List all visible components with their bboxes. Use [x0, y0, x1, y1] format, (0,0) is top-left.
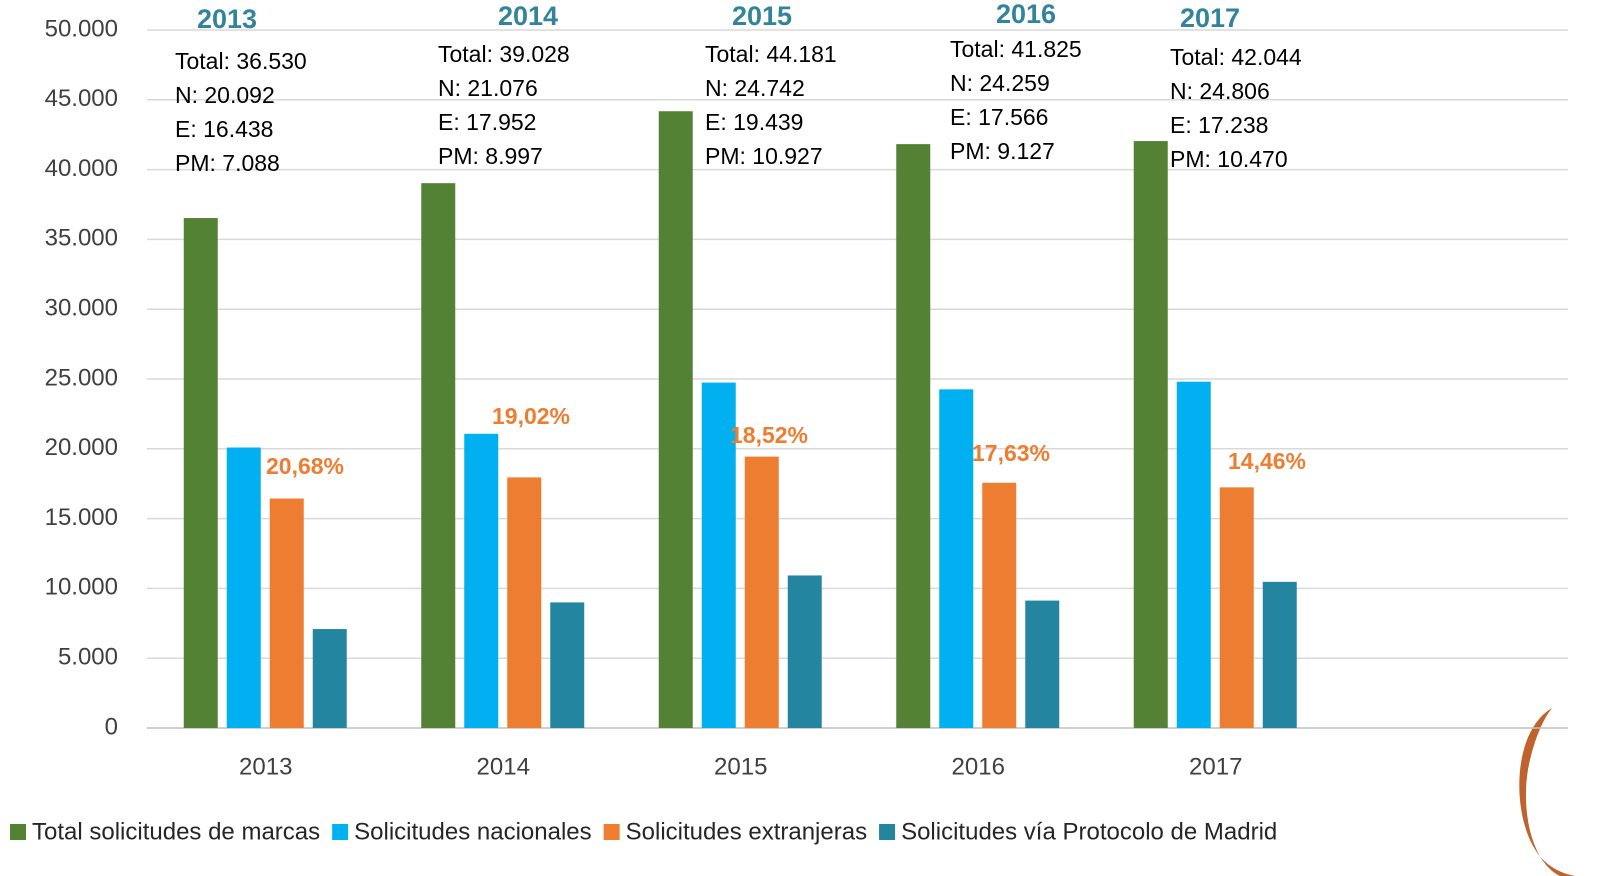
annotation-line: PM: 9.127: [950, 138, 1055, 164]
year-label: 2017: [1180, 3, 1240, 33]
y-tick-label: 20.000: [45, 434, 118, 461]
bar: [1176, 381, 1211, 728]
percent-label: 19,02%: [492, 403, 570, 429]
x-tick-label: 2014: [477, 753, 530, 780]
annotation-line: Total: 39.028: [438, 41, 570, 67]
annotation-line: PM: 7.088: [175, 150, 280, 176]
y-tick-label: 30.000: [45, 295, 118, 322]
annotation-line: E: 16.438: [175, 116, 273, 142]
legend-swatch: [332, 824, 349, 840]
annotation-line: Total: 41.825: [950, 36, 1082, 62]
bar: [744, 456, 779, 728]
annotation-line: N: 24.806: [1170, 78, 1270, 104]
y-tick-label: 35.000: [45, 225, 118, 252]
year-label: 2016: [996, 0, 1056, 29]
percent-label: 20,68%: [266, 453, 344, 479]
annotation-line: E: 19.439: [705, 109, 803, 135]
legend-swatch: [603, 824, 620, 840]
x-tick-label: 2015: [714, 753, 767, 780]
bar: [550, 602, 585, 728]
bar: [701, 382, 736, 728]
bar: [507, 477, 542, 728]
annotation-line: Total: 36.530: [175, 48, 307, 74]
y-tick-label: 25.000: [45, 364, 118, 391]
annotation-line: N: 24.742: [705, 75, 805, 101]
bar: [982, 482, 1017, 728]
year-label: 2015: [732, 1, 792, 31]
legend-label: Total solicitudes de marcas: [32, 818, 320, 845]
bar: [183, 218, 218, 728]
bar: [226, 447, 261, 728]
annotation-line: E: 17.566: [950, 104, 1048, 130]
annotation-line: Total: 44.181: [705, 41, 837, 67]
bar: [658, 111, 693, 729]
bar: [1133, 141, 1168, 728]
year-label: 2014: [498, 1, 558, 31]
bar: [421, 183, 456, 728]
x-tick-label: 2016: [952, 753, 1005, 780]
bar: [896, 144, 931, 729]
legend: Total solicitudes de marcas Solicitudes n…: [10, 818, 1277, 845]
annotation-line: Total: 42.044: [1170, 44, 1302, 70]
bar: [787, 575, 822, 728]
y-tick-label: 45.000: [45, 85, 118, 112]
bar: [1219, 487, 1254, 728]
annotation-line: N: 21.076: [438, 75, 538, 101]
bar: [464, 433, 499, 728]
percent-label: 18,52%: [730, 422, 808, 448]
legend-label: Solicitudes nacionales: [354, 818, 591, 845]
percent-label: 14,46%: [1228, 448, 1306, 474]
y-tick-label: 10.000: [45, 574, 118, 601]
legend-label: Solicitudes vía Protocolo de Madrid: [901, 818, 1277, 845]
x-tick-label: 2017: [1189, 753, 1242, 780]
annotation-line: PM: 10.470: [1170, 146, 1288, 172]
annotation-line: N: 24.259: [950, 70, 1050, 96]
y-tick-label: 15.000: [45, 504, 118, 531]
y-tick-label: 5.000: [58, 644, 118, 671]
bar: [269, 498, 304, 728]
x-tick-label: 2013: [239, 753, 292, 780]
annotation-line: PM: 8.997: [438, 143, 543, 169]
annotation-line: E: 17.952: [438, 109, 536, 135]
y-tick-label: 0: [105, 713, 118, 740]
percent-label: 17,63%: [972, 440, 1050, 466]
annotation-line: E: 17.238: [1170, 112, 1268, 138]
bar: [1262, 581, 1297, 728]
decoration: [1519, 708, 1575, 876]
y-tick-label: 50.000: [45, 15, 118, 42]
annotation-line: N: 20.092: [175, 82, 275, 108]
legend-label: Solicitudes extranjeras: [626, 818, 867, 845]
bar: [312, 629, 347, 728]
bar: [939, 389, 974, 728]
y-tick-label: 40.000: [45, 155, 118, 182]
legend-swatch: [879, 824, 896, 840]
bar: [1025, 600, 1060, 728]
year-label: 2013: [197, 4, 257, 34]
annotation-line: PM: 10.927: [705, 143, 823, 169]
legend-swatch: [10, 824, 26, 840]
